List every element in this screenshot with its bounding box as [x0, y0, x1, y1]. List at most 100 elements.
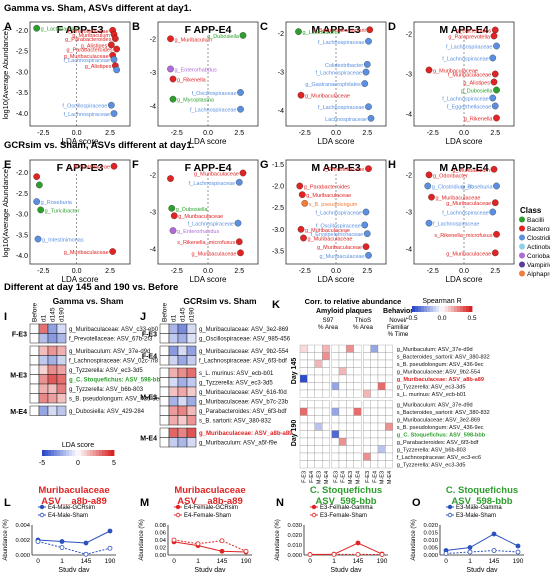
legend-swatch [57, 450, 61, 456]
heatmap-cell [159, 345, 170, 356]
panel-title: C. Stoquefichus [446, 485, 518, 496]
group-label: M-E3 [10, 373, 27, 380]
heatmap-cell [299, 382, 308, 391]
column-sublabel: Novel/ [389, 317, 407, 324]
heatmap-cell [377, 374, 386, 383]
legend-marker [311, 512, 317, 518]
heatmap-cell [56, 333, 67, 344]
day-group-label: Day 145 [291, 358, 298, 385]
heatmap-cell [331, 352, 340, 361]
legend-swatch [415, 306, 419, 312]
day-group-label: Day 190 [291, 420, 298, 447]
row-label: g_Tyzzerella: ASV_ec3-3d5 [397, 462, 466, 468]
point-label: f_Lachnospiraceae [446, 45, 492, 51]
point-label: g_Dubosiella [207, 34, 240, 40]
legend-label: Vampirivibrionia [527, 262, 550, 269]
column-label: F-E4 [372, 471, 378, 483]
legend-swatch [451, 306, 455, 312]
y-tick-label: -3.5 [272, 249, 284, 256]
heatmap-cell [370, 445, 379, 454]
point-label: s_Rikenella_microfusus [177, 240, 235, 246]
legend-swatch [445, 306, 449, 312]
heatmap-cell [314, 344, 323, 353]
panel-title: Muribaculaceae [174, 485, 245, 496]
column-label: F-E3 [365, 471, 371, 483]
point-label: g_Muribaculaceae [192, 251, 237, 257]
column-label: M-E3 [348, 471, 354, 484]
legend-title: Spearman R [422, 298, 461, 305]
point-label: g_Gastranaerophilales [305, 82, 361, 88]
data-point [467, 545, 473, 550]
legend-label: Bacilli [527, 217, 544, 224]
panel-letter-K: K [272, 299, 280, 311]
x-tick-label: 0.0 [203, 268, 213, 275]
heatmap-cell [385, 460, 393, 469]
data-point [365, 103, 372, 111]
y-tick-label: 0.04 [155, 538, 167, 544]
heatmap-cell [370, 367, 379, 376]
heatmap-cell [353, 460, 362, 469]
heatmap-cell [331, 344, 340, 353]
legend-marker [519, 216, 525, 223]
legend-marker [39, 504, 45, 510]
point-label: f_Lachnospiraceae [433, 222, 479, 228]
column-group-label: Behavior [383, 308, 413, 315]
data-point [234, 219, 242, 227]
heatmap-cell [307, 352, 315, 361]
legend-tick: -5 [39, 460, 45, 467]
heatmap-cell [338, 460, 347, 469]
row-label: g_Muribaculaceae: ASV_b7c-23b [199, 400, 289, 406]
heatmap-cell [307, 389, 315, 398]
heatmap-cell [338, 389, 347, 398]
legend-marker [519, 234, 525, 241]
heatmap-cell [385, 359, 393, 368]
x-tick-label: 190 [377, 558, 388, 565]
heatmap-cell [159, 386, 170, 397]
heatmap-cell [159, 415, 170, 426]
point-label: f_Oscillospiraceae [62, 104, 107, 110]
heatmap-cell [38, 383, 49, 394]
heatmap-cell [331, 400, 340, 409]
heatmap-cell [314, 445, 323, 454]
legend-swatch [469, 306, 473, 312]
data-point [515, 549, 521, 555]
heatmap-cell [370, 415, 379, 424]
heatmap-cell [346, 415, 354, 424]
y-tick-label: -2 [406, 172, 412, 179]
column-label: Before [32, 302, 39, 322]
heatmap-cell [314, 407, 323, 416]
series-line [37, 541, 111, 555]
heatmap-cell [370, 430, 379, 439]
x-tick-label: 0 [308, 558, 312, 565]
heatmap-cell [307, 437, 315, 446]
heatmap-cell [377, 382, 386, 391]
heatmap-cell [314, 415, 323, 424]
heatmap-cell [47, 333, 58, 344]
x-tick-label: 190 [105, 558, 116, 565]
legend-marker [519, 261, 525, 268]
heatmap-cell [322, 437, 330, 446]
heatmap-cell [38, 374, 49, 385]
heatmap-cell [331, 407, 340, 416]
legend-swatch [60, 450, 64, 456]
x-axis-label: LDA score [446, 275, 483, 284]
point-label: g_Parabacteroides [304, 185, 350, 191]
y-tick-label: -3 [150, 210, 156, 217]
column-label: F-E4 [309, 471, 315, 483]
point-label: g_Muribaculaceae [305, 228, 350, 234]
heatmap-cell [346, 445, 354, 454]
column-sublabel: % Area [318, 324, 339, 331]
heatmap-cell [314, 382, 323, 391]
row-label: g_C. Stoquefichus: ASV_598-bbb [397, 432, 486, 438]
heatmap-cell [322, 400, 330, 409]
y-axis-label: Abundance (%) [3, 519, 9, 560]
legend-tick: 0.0 [437, 315, 446, 322]
row-label: g_Muribaculaceae: ASV_3e2-869 [199, 327, 289, 333]
column-sublabel: % Time [388, 331, 409, 338]
legend-swatch [436, 306, 440, 312]
data-point [491, 531, 497, 537]
heatmap-cell [338, 374, 347, 383]
data-point [491, 548, 497, 553]
heatmap-cell [159, 355, 170, 366]
